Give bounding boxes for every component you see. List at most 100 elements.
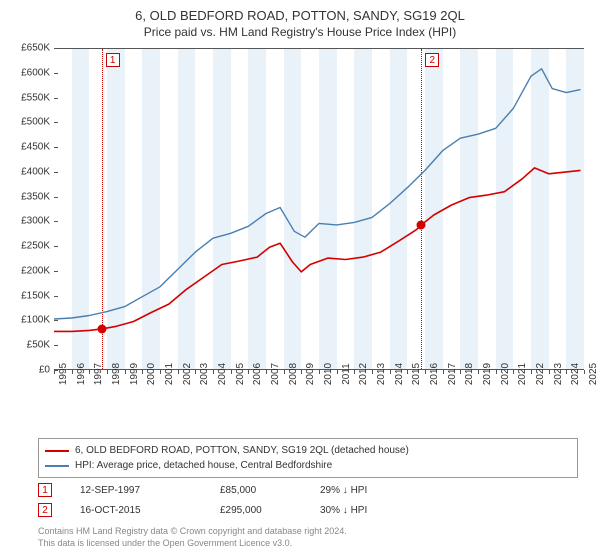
- y-tick-label: £200K: [10, 265, 50, 276]
- x-tick-mark: [107, 370, 108, 374]
- x-tick-mark: [125, 370, 126, 374]
- x-tick-label: 2012: [358, 363, 369, 385]
- y-tick-mark: [54, 246, 58, 247]
- y-tick-label: £450K: [10, 142, 50, 153]
- attribution: Contains HM Land Registry data © Crown c…: [38, 525, 578, 549]
- y-tick-mark: [54, 48, 58, 49]
- x-tick-mark: [443, 370, 444, 374]
- sale-dot: [97, 324, 106, 333]
- sale-badge: 2: [38, 503, 52, 517]
- sale-dot: [417, 220, 426, 229]
- x-tick-mark: [319, 370, 320, 374]
- sale-marker-badge: 1: [106, 53, 120, 67]
- x-tick-mark: [72, 370, 73, 374]
- plot-area: 12: [54, 48, 584, 370]
- x-tick-mark: [566, 370, 567, 374]
- x-tick-label: 2015: [411, 363, 422, 385]
- x-tick-label: 1997: [93, 363, 104, 385]
- sale-date: 16-OCT-2015: [80, 505, 220, 516]
- y-tick-label: £300K: [10, 216, 50, 227]
- x-tick-label: 2002: [182, 363, 193, 385]
- x-tick-label: 2017: [447, 363, 458, 385]
- x-tick-label: 2001: [164, 363, 175, 385]
- x-tick-label: 2020: [500, 363, 511, 385]
- x-tick-mark: [425, 370, 426, 374]
- sale-marker-badge: 2: [425, 53, 439, 67]
- x-tick-label: 2022: [535, 363, 546, 385]
- y-tick-label: £650K: [10, 43, 50, 54]
- y-tick-label: £350K: [10, 191, 50, 202]
- x-tick-mark: [248, 370, 249, 374]
- sale-delta: 29% ↓ HPI: [320, 485, 440, 496]
- x-tick-label: 2018: [464, 363, 475, 385]
- legend-label: 6, OLD BEDFORD ROAD, POTTON, SANDY, SG19…: [75, 443, 409, 458]
- y-tick-label: £400K: [10, 166, 50, 177]
- x-tick-mark: [372, 370, 373, 374]
- attribution-line: This data is licensed under the Open Gov…: [38, 537, 578, 549]
- y-tick-mark: [54, 197, 58, 198]
- y-tick-mark: [54, 345, 58, 346]
- x-tick-mark: [284, 370, 285, 374]
- x-tick-mark: [195, 370, 196, 374]
- x-tick-label: 2005: [235, 363, 246, 385]
- x-tick-label: 2009: [305, 363, 316, 385]
- sale-date: 12-SEP-1997: [80, 485, 220, 496]
- x-tick-label: 2019: [482, 363, 493, 385]
- y-tick-label: £550K: [10, 92, 50, 103]
- y-tick-label: £150K: [10, 290, 50, 301]
- sales-table: 1 12-SEP-1997 £85,000 29% ↓ HPI 2 16-OCT…: [38, 480, 578, 520]
- series-svg: [54, 49, 583, 369]
- x-tick-mark: [160, 370, 161, 374]
- attribution-line: Contains HM Land Registry data © Crown c…: [38, 525, 578, 537]
- x-tick-label: 2021: [517, 363, 528, 385]
- x-tick-label: 2010: [323, 363, 334, 385]
- page-subtitle: Price paid vs. HM Land Registry's House …: [0, 25, 600, 39]
- legend-label: HPI: Average price, detached house, Cent…: [75, 458, 332, 473]
- x-tick-mark: [354, 370, 355, 374]
- x-tick-mark: [390, 370, 391, 374]
- y-tick-label: £0: [10, 365, 50, 376]
- x-tick-mark: [337, 370, 338, 374]
- x-tick-label: 2007: [270, 363, 281, 385]
- sale-delta: 30% ↓ HPI: [320, 505, 440, 516]
- sale-badge: 1: [38, 483, 52, 497]
- y-tick-mark: [54, 122, 58, 123]
- x-tick-label: 2014: [394, 363, 405, 385]
- x-tick-label: 2003: [199, 363, 210, 385]
- x-tick-mark: [89, 370, 90, 374]
- y-tick-mark: [54, 98, 58, 99]
- x-tick-mark: [142, 370, 143, 374]
- x-tick-mark: [266, 370, 267, 374]
- x-tick-label: 2004: [217, 363, 228, 385]
- x-tick-label: 2013: [376, 363, 387, 385]
- x-tick-mark: [231, 370, 232, 374]
- legend-swatch: [45, 465, 69, 467]
- x-tick-label: 2016: [429, 363, 440, 385]
- y-tick-mark: [54, 296, 58, 297]
- y-tick-label: £500K: [10, 117, 50, 128]
- y-tick-label: £250K: [10, 241, 50, 252]
- x-tick-mark: [178, 370, 179, 374]
- chart: 12 £0£50K£100K£150K£200K£250K£300K£350K£…: [10, 48, 590, 400]
- x-tick-label: 1996: [76, 363, 87, 385]
- x-tick-label: 2000: [146, 363, 157, 385]
- x-tick-mark: [513, 370, 514, 374]
- y-tick-mark: [54, 172, 58, 173]
- x-tick-mark: [54, 370, 55, 374]
- x-tick-mark: [584, 370, 585, 374]
- y-tick-mark: [54, 221, 58, 222]
- x-tick-label: 2011: [341, 363, 352, 385]
- x-tick-mark: [407, 370, 408, 374]
- legend-row-hpi: HPI: Average price, detached house, Cent…: [45, 458, 571, 473]
- y-tick-mark: [54, 320, 58, 321]
- x-tick-label: 1995: [58, 363, 69, 385]
- series-line-property: [54, 168, 581, 332]
- x-tick-label: 2023: [553, 363, 564, 385]
- y-tick-label: £50K: [10, 340, 50, 351]
- y-tick-label: £100K: [10, 315, 50, 326]
- x-tick-mark: [301, 370, 302, 374]
- y-tick-mark: [54, 271, 58, 272]
- legend-swatch: [45, 450, 69, 452]
- x-tick-label: 2008: [288, 363, 299, 385]
- legend-row-property: 6, OLD BEDFORD ROAD, POTTON, SANDY, SG19…: [45, 443, 571, 458]
